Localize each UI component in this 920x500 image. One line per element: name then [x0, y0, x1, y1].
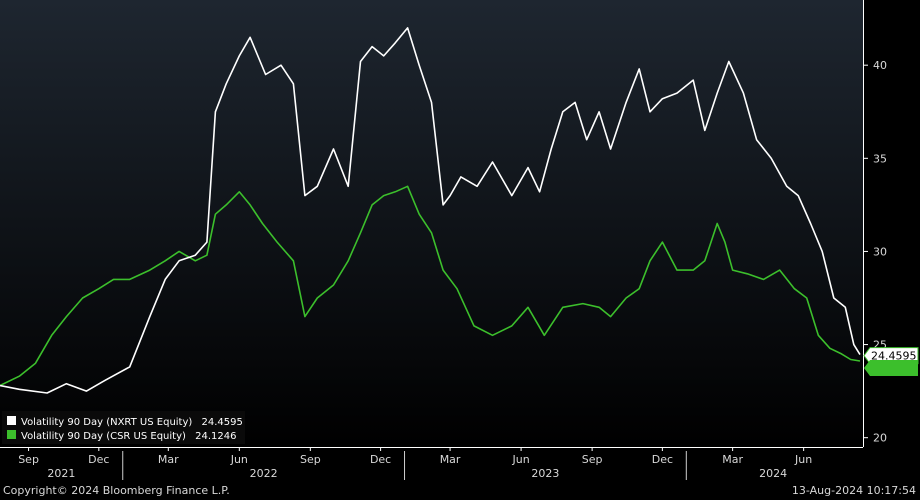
year-label: 2022 [250, 467, 278, 480]
x-tick-label: Jun [512, 453, 530, 466]
legend-label-nxrt: Volatility 90 Day (NXRT US Equity) 24.45… [21, 417, 243, 428]
timestamp-text: 13-Aug-2024 10:17:54 [791, 484, 916, 497]
last-value-badge-csr [864, 359, 918, 376]
x-tick-label: Sep [18, 453, 39, 466]
y-tick-label: 40 [873, 59, 887, 72]
last-value-badges: 24.4595 [863, 347, 919, 376]
year-label: 2021 [47, 467, 75, 480]
y-tick-label: 30 [873, 245, 887, 258]
series-layer [0, 27, 861, 394]
legend-name-csr: Volatility 90 Day (CSR US Equity) [21, 431, 186, 442]
legend-value-csr: 24.1246 [195, 431, 236, 442]
x-tick-label: Dec [88, 453, 109, 466]
x-tick-label: Jun [794, 453, 812, 466]
x-tick-label: Dec [652, 453, 673, 466]
x-tick-label: Sep [300, 453, 321, 466]
legend: Volatility 90 Day (NXRT US Equity) 24.45… [2, 411, 245, 444]
copyright-text: Copyright© 2024 Bloomberg Finance L.P. [3, 484, 230, 497]
x-tick-label: Sep [582, 453, 603, 466]
series-line-csr [0, 185, 861, 387]
legend-swatch-csr [7, 430, 16, 439]
year-label: 2024 [759, 467, 787, 480]
x-tick-label: Dec [370, 453, 391, 466]
series-line-nxrt [0, 27, 861, 394]
last-value-badge-nxrt: 24.4595 [863, 347, 919, 365]
year-label: 2023 [531, 467, 559, 480]
x-tick-label: Mar [158, 453, 179, 466]
x-tick-label: Jun [230, 453, 248, 466]
legend-value-nxrt: 24.4595 [202, 417, 243, 428]
legend-background [2, 411, 245, 444]
badge-shape [864, 359, 918, 376]
badge-value: 24.4595 [871, 350, 917, 363]
plot-background [0, 0, 863, 447]
legend-label-csr: Volatility 90 Day (CSR US Equity) 24.124… [21, 431, 236, 442]
y-tick-label: 20 [873, 432, 887, 445]
x-axis-ticks: Sep Dec Mar Jun Sep Dec Mar Jun Sep Dec Mar Jun [18, 447, 812, 466]
legend-name-nxrt: Volatility 90 Day (NXRT US Equity) [21, 417, 192, 428]
x-tick-label: Mar [722, 453, 743, 466]
x-tick-label: Mar [440, 453, 461, 466]
year-labels: 2021 2022 2023 2024 [47, 451, 787, 480]
legend-swatch-nxrt [7, 416, 16, 425]
y-tick-label: 35 [873, 152, 887, 165]
